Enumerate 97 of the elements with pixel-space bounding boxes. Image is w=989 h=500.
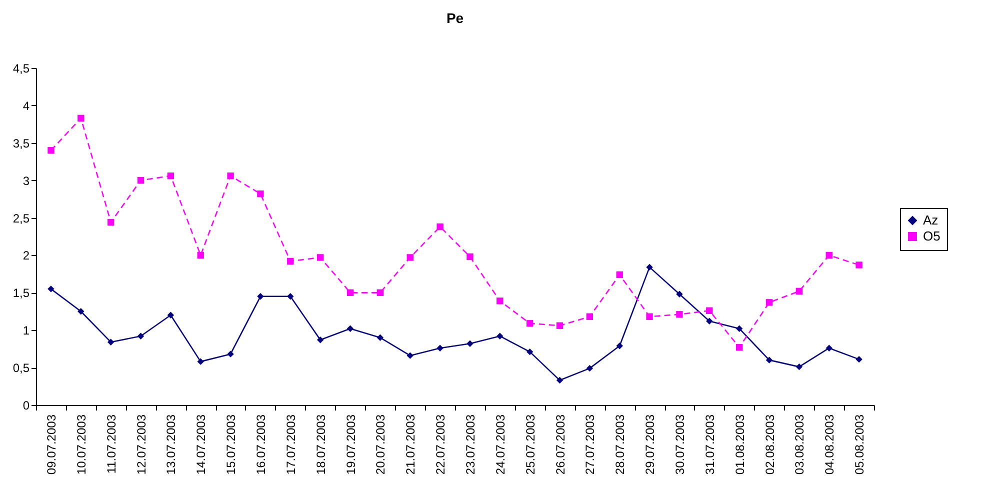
point — [107, 218, 114, 226]
point — [346, 289, 354, 296]
point — [257, 293, 264, 300]
x-tick-label: 16.07.2003 — [254, 414, 268, 475]
x-tick-label: 23.07.2003 — [463, 414, 478, 475]
x-tick-label: 29.07.2003 — [643, 414, 658, 475]
point — [436, 223, 444, 230]
y-tick-label: 4 — [22, 98, 30, 113]
y-tick-label: 0,5 — [12, 361, 30, 376]
x-tick-label: 13.07.2003 — [164, 414, 178, 475]
x-tick-label: 31.07.2003 — [702, 414, 717, 475]
point — [616, 271, 623, 278]
point — [766, 356, 773, 364]
point — [796, 288, 803, 295]
x-tick-label: 28.07.2003 — [613, 414, 628, 475]
point — [676, 290, 683, 298]
x-tick-label: 20.07.2003 — [374, 414, 388, 475]
point — [466, 340, 474, 347]
point — [137, 176, 144, 184]
x-tick-label: 27.07.2003 — [583, 414, 598, 475]
point — [406, 352, 414, 359]
point — [856, 262, 862, 268]
point — [466, 253, 474, 260]
point — [556, 322, 564, 329]
y-tick-label: 4,5 — [12, 62, 30, 76]
point — [706, 318, 713, 324]
x-tick-label: 01.08.2003 — [732, 414, 747, 475]
x-tick-label: 05.08.2003 — [852, 414, 867, 475]
y-tick-label: 1 — [22, 324, 30, 338]
point — [856, 356, 862, 363]
point — [167, 172, 174, 180]
point — [706, 307, 713, 314]
point — [646, 264, 653, 271]
y-tick-label: 1,5 — [12, 286, 30, 300]
point — [526, 320, 534, 327]
point — [796, 363, 803, 370]
x-tick-label: 26.07.2003 — [553, 414, 568, 475]
point — [78, 114, 84, 122]
point — [646, 313, 653, 320]
point — [496, 332, 504, 340]
y-tick-label: 2 — [22, 248, 30, 263]
point — [107, 338, 114, 346]
point — [137, 332, 144, 340]
x-tick-label: 15.07.2003 — [224, 414, 238, 475]
point — [376, 289, 384, 296]
point — [316, 254, 324, 261]
y-tick-label: 3,5 — [12, 136, 30, 150]
point — [167, 312, 174, 318]
x-tick-label: 30.07.2003 — [672, 414, 687, 475]
point — [616, 342, 623, 350]
point — [586, 364, 594, 372]
point — [826, 344, 832, 352]
point — [48, 147, 54, 154]
x-tick-label: 03.08.2003 — [792, 414, 807, 475]
chart-title: Pe — [446, 10, 464, 26]
x-tick-label: 17.07.2003 — [284, 414, 298, 475]
point — [287, 293, 294, 300]
point — [287, 258, 294, 265]
x-tick-label: 21.07.2003 — [404, 414, 418, 475]
x-tick-label: 09.07.2003 — [44, 414, 58, 475]
legend-label: Az — [923, 212, 938, 228]
point — [227, 350, 234, 358]
point — [48, 286, 54, 292]
y-tick-label: 2,5 — [12, 211, 30, 226]
x-tick-label: 02.08.2003 — [762, 414, 777, 475]
point — [826, 252, 832, 259]
point — [526, 348, 534, 356]
x-tick-label: 19.07.2003 — [344, 414, 358, 475]
point — [436, 344, 444, 352]
point — [316, 336, 324, 344]
x-tick-label: 22.07.2003 — [434, 414, 448, 475]
point — [78, 308, 84, 315]
point — [556, 376, 564, 384]
point — [376, 334, 384, 341]
point — [227, 172, 234, 180]
point — [197, 252, 204, 259]
x-tick-label: 04.08.2003 — [822, 414, 837, 475]
point — [586, 313, 594, 320]
point — [736, 325, 743, 332]
point — [736, 344, 743, 351]
x-tick-label: 10.07.2003 — [74, 414, 88, 475]
x-tick-label: 18.07.2003 — [314, 414, 328, 475]
point — [406, 254, 414, 261]
y-tick-label: 0 — [22, 398, 30, 412]
point — [676, 311, 683, 318]
legend-label: O5 — [923, 228, 940, 244]
point — [346, 325, 354, 332]
point — [257, 190, 264, 198]
point — [197, 358, 204, 365]
x-tick-label: 11.07.2003 — [104, 414, 118, 474]
y-tick-label: 3 — [22, 174, 30, 188]
x-tick-label: 24.07.2003 — [493, 414, 508, 475]
x-tick-label: 14.07.2003 — [194, 414, 208, 475]
point — [496, 298, 504, 304]
x-tick-label: 12.07.2003 — [134, 414, 148, 475]
x-tick-label: 25.07.2003 — [523, 414, 538, 475]
point — [766, 299, 773, 306]
